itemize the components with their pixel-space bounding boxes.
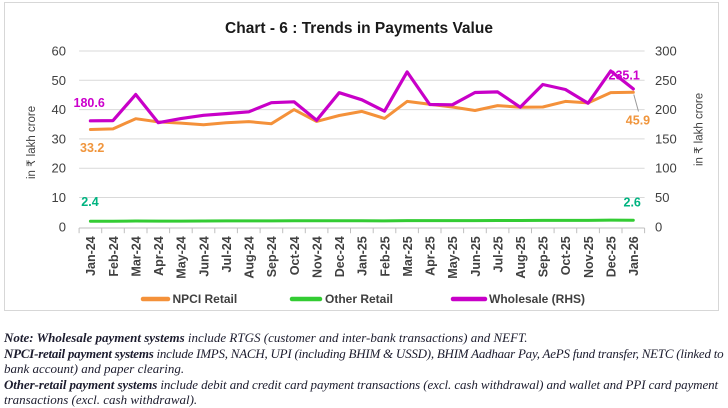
svg-text:Jan-26: Jan-26 (627, 236, 641, 276)
svg-text:40: 40 (52, 102, 66, 117)
svg-text:Chart - 6 : Trends in Payments: Chart - 6 : Trends in Payments Value (225, 20, 493, 37)
svg-text:Apr-25: Apr-25 (424, 236, 438, 276)
svg-text:Nov-25: Nov-25 (582, 236, 596, 278)
svg-text:50: 50 (52, 73, 66, 88)
svg-text:Mar-25: Mar-25 (401, 236, 415, 276)
svg-text:Oct-25: Oct-25 (559, 236, 573, 275)
svg-text:60: 60 (52, 44, 66, 59)
svg-text:Jan-25: Jan-25 (356, 236, 370, 276)
svg-text:in ₹ lakh crore: in ₹ lakh crore (26, 106, 38, 179)
svg-text:Aug-24: Aug-24 (243, 236, 257, 278)
svg-text:Jul-24: Jul-24 (220, 236, 234, 272)
svg-text:0: 0 (655, 219, 662, 234)
svg-text:in ₹ lakh crore: in ₹ lakh crore (694, 93, 706, 166)
svg-text:Sep-24: Sep-24 (265, 236, 279, 277)
svg-text:Jun-25: Jun-25 (469, 236, 483, 276)
svg-text:Feb-24: Feb-24 (107, 236, 121, 276)
svg-text:Jan-24: Jan-24 (84, 236, 98, 276)
svg-text:2.6: 2.6 (624, 196, 641, 210)
svg-text:30: 30 (52, 131, 66, 146)
svg-text:180.6: 180.6 (74, 96, 105, 110)
svg-text:2.4: 2.4 (81, 195, 98, 209)
svg-text:235.1: 235.1 (609, 69, 640, 83)
svg-text:10: 10 (52, 190, 66, 205)
svg-text:NPCI Retail: NPCI Retail (173, 292, 238, 306)
svg-text:Apr-24: Apr-24 (152, 236, 166, 276)
svg-text:Jul-25: Jul-25 (491, 236, 505, 272)
svg-text:Wholesale (RHS): Wholesale (RHS) (489, 292, 585, 306)
svg-text:Dec-25: Dec-25 (605, 236, 619, 277)
svg-text:250: 250 (655, 73, 677, 88)
svg-text:50: 50 (655, 190, 669, 205)
svg-text:200: 200 (655, 102, 677, 117)
svg-text:Mar-24: Mar-24 (130, 236, 144, 276)
svg-text:100: 100 (655, 161, 677, 176)
svg-text:Aug-25: Aug-25 (514, 236, 528, 278)
svg-text:Sep-25: Sep-25 (537, 236, 551, 277)
svg-text:Nov-24: Nov-24 (310, 236, 324, 278)
svg-text:33.2: 33.2 (80, 141, 104, 155)
svg-text:May-25: May-25 (446, 236, 460, 278)
svg-text:Dec-24: Dec-24 (333, 236, 347, 277)
svg-text:0: 0 (59, 219, 66, 234)
svg-text:45.9: 45.9 (626, 114, 650, 128)
svg-text:300: 300 (655, 44, 677, 59)
svg-text:Jun-24: Jun-24 (197, 236, 211, 276)
svg-text:Oct-24: Oct-24 (288, 236, 302, 275)
svg-text:Other Retail: Other Retail (325, 292, 393, 306)
svg-text:150: 150 (655, 131, 677, 146)
svg-text:May-24: May-24 (175, 236, 189, 278)
svg-text:20: 20 (52, 161, 66, 176)
svg-text:Feb-25: Feb-25 (378, 236, 392, 276)
